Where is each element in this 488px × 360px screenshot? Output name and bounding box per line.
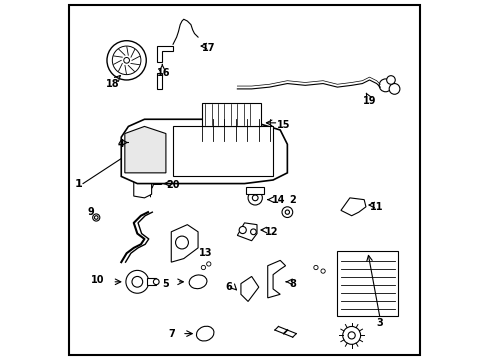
Circle shape — [250, 229, 256, 235]
Circle shape — [123, 58, 129, 63]
Circle shape — [342, 327, 360, 344]
Circle shape — [247, 191, 262, 205]
Polygon shape — [146, 184, 150, 197]
Polygon shape — [157, 46, 173, 62]
Text: 5: 5 — [162, 279, 169, 289]
Text: 18: 18 — [105, 78, 119, 89]
Circle shape — [153, 279, 159, 285]
FancyBboxPatch shape — [337, 251, 397, 316]
FancyBboxPatch shape — [201, 103, 260, 126]
Circle shape — [125, 270, 148, 293]
Circle shape — [282, 207, 292, 217]
FancyBboxPatch shape — [147, 278, 156, 285]
Text: 12: 12 — [264, 227, 278, 237]
Text: 14: 14 — [271, 195, 285, 204]
Polygon shape — [146, 170, 150, 184]
Polygon shape — [124, 126, 165, 173]
Text: 9: 9 — [87, 207, 94, 217]
Circle shape — [252, 195, 258, 201]
Ellipse shape — [196, 326, 214, 341]
Text: 17: 17 — [202, 43, 215, 53]
Text: 15: 15 — [277, 120, 290, 130]
Ellipse shape — [189, 275, 206, 289]
Polygon shape — [171, 225, 198, 262]
Circle shape — [206, 262, 210, 266]
Polygon shape — [134, 184, 146, 192]
Polygon shape — [241, 276, 258, 301]
Circle shape — [93, 214, 100, 221]
Text: 3: 3 — [376, 318, 383, 328]
Text: 13: 13 — [198, 248, 211, 258]
Text: 2: 2 — [289, 195, 296, 204]
Polygon shape — [134, 167, 151, 198]
Circle shape — [94, 216, 98, 219]
Circle shape — [320, 269, 325, 273]
Circle shape — [378, 79, 391, 92]
Text: 10: 10 — [91, 275, 104, 285]
Circle shape — [201, 265, 205, 270]
Text: 7: 7 — [167, 329, 174, 339]
Polygon shape — [121, 119, 287, 184]
Polygon shape — [340, 198, 365, 216]
Circle shape — [313, 265, 317, 270]
Text: 16: 16 — [157, 68, 170, 78]
Circle shape — [239, 226, 246, 234]
Circle shape — [139, 176, 153, 191]
Circle shape — [112, 46, 141, 75]
Text: 8: 8 — [289, 279, 296, 289]
Text: 1: 1 — [74, 179, 82, 189]
Polygon shape — [134, 175, 146, 184]
FancyBboxPatch shape — [173, 126, 272, 176]
Polygon shape — [267, 260, 285, 298]
Circle shape — [388, 84, 399, 94]
FancyBboxPatch shape — [246, 187, 264, 194]
Text: 19: 19 — [362, 96, 375, 107]
Circle shape — [347, 332, 354, 339]
FancyBboxPatch shape — [157, 73, 162, 89]
Text: 20: 20 — [166, 180, 180, 190]
Circle shape — [107, 41, 146, 80]
Polygon shape — [237, 223, 257, 241]
Circle shape — [285, 210, 289, 214]
Circle shape — [175, 236, 188, 249]
Text: 11: 11 — [369, 202, 383, 212]
Circle shape — [386, 76, 394, 84]
Text: 4: 4 — [118, 139, 124, 149]
Text: 6: 6 — [224, 282, 231, 292]
Circle shape — [132, 276, 142, 287]
